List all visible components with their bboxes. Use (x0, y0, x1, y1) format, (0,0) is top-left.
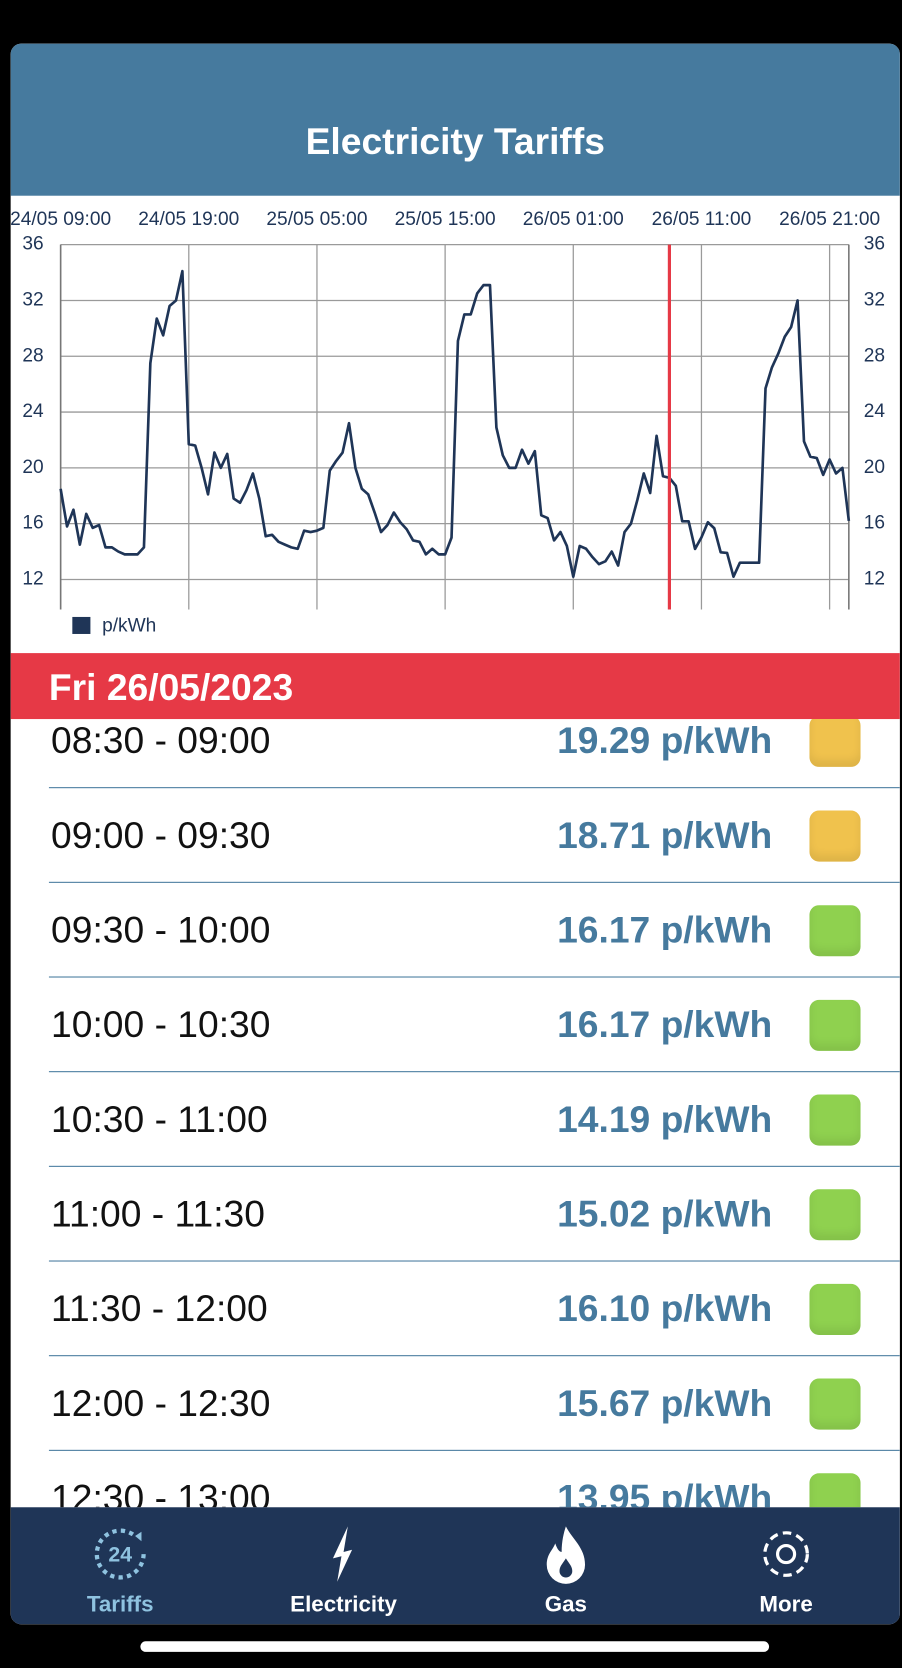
y-tick-label: 20 (864, 457, 885, 478)
tariff-row: 10:00 - 10:30 16.17 p/kWh (11, 978, 900, 1073)
line-series (59, 269, 851, 579)
separator (48, 1449, 900, 1451)
price-indicator (809, 719, 861, 767)
time-range: 11:30 - 12:00 (51, 1288, 268, 1330)
chart: 12 12 16 16 20 20 24 24 28 28 32 32 36 36 24/05 09:00 2… (11, 209, 886, 637)
legend-label: p/kWh (102, 616, 156, 637)
price: 18.71 p/kWh (557, 814, 773, 857)
price: 16.17 p/kWh (557, 1004, 773, 1046)
price-indicator (809, 1283, 861, 1335)
day-title: Fri 26/05/2023 (48, 666, 294, 709)
tab-label: More (759, 1592, 813, 1617)
price: 19.29 p/kWh (557, 720, 773, 762)
price-indicator (809, 810, 861, 862)
time-range: 12:00 - 12:30 (51, 1382, 271, 1425)
time-range: 10:30 - 11:00 (51, 1098, 268, 1141)
separator (48, 881, 900, 883)
tab-label: Electricity (290, 1592, 397, 1617)
tariff-list: 08:30 - 09:00 19.29 p/kWh 09:00 - 09:30 18.… (11, 719, 900, 1508)
y-tick-label: 24 (22, 401, 44, 422)
time-range: 12:30 - 13:00 (51, 1477, 271, 1508)
separator (48, 976, 900, 978)
price: 16.10 p/kWh (557, 1288, 773, 1330)
time-range: 10:00 - 10:30 (51, 1004, 271, 1046)
x-tick-label: 24/05 19:00 (138, 209, 239, 230)
x-tick-label: 24/05 09:00 (11, 209, 112, 230)
y-tick-label: 32 (22, 290, 43, 311)
separator (48, 1071, 900, 1073)
y-tick-label: 16 (864, 513, 885, 534)
price: 13.95 p/kWh (557, 1477, 773, 1508)
tab[interactable]: More (680, 1507, 893, 1624)
price: 16.17 p/kWh (557, 909, 773, 951)
header: Electricity Tariffs (10, 43, 900, 196)
y-tick-label: 12 (22, 569, 43, 590)
separator (48, 787, 900, 789)
price-indicator (809, 1189, 861, 1241)
tariffs-icon: 24 (94, 1528, 146, 1580)
price-indicator (809, 1094, 861, 1146)
y-tick-label: 28 (864, 345, 885, 366)
header-title: Electricity Tariffs (305, 121, 605, 163)
x-tick-label: 26/05 01:00 (523, 209, 624, 230)
y-tick-label: 32 (864, 290, 885, 311)
x-tick-label: 26/05 11:00 (652, 209, 752, 230)
x-tick-label: 25/05 05:00 (266, 209, 367, 230)
price: 14.19 p/kWh (557, 1098, 773, 1141)
separator (48, 1355, 900, 1357)
separator (48, 1165, 900, 1167)
svg-text:24: 24 (108, 1543, 132, 1567)
tariff-row: 11:30 - 12:00 16.10 p/kWh (11, 1262, 900, 1357)
tab-label: Tariffs (86, 1592, 154, 1617)
tariff-row: 11:00 - 11:30 15.02 p/kWh (11, 1167, 900, 1262)
y-tick-label: 36 (22, 234, 43, 255)
tariff-row: 12:00 - 12:30 15.67 p/kWh (11, 1356, 900, 1451)
tariff-row: 08:30 - 09:00 19.29 p/kWh (11, 719, 900, 789)
more-icon (763, 1531, 809, 1577)
day-banner: Fri 26/05/2023 (10, 653, 900, 720)
price-indicator (809, 1378, 861, 1430)
tab[interactable]: Gas (460, 1507, 673, 1624)
time-range: 09:00 - 09:30 (51, 814, 271, 857)
y-tick-label: 36 (864, 234, 885, 255)
time-range: 11:00 - 11:30 (51, 1193, 265, 1235)
price-indicator (809, 999, 861, 1051)
electricity-icon (332, 1526, 353, 1582)
gas-icon (546, 1526, 586, 1584)
tariff-row: 10:30 - 11:00 14.19 p/kWh (11, 1072, 900, 1167)
y-tick-label: 24 (864, 401, 886, 422)
tab-label: Gas (544, 1592, 587, 1617)
separator (48, 1260, 900, 1262)
tab[interactable]: Electricity (237, 1507, 450, 1624)
time-range: 09:30 - 10:00 (51, 909, 271, 951)
price-indicator (809, 905, 861, 957)
x-tick-label: 25/05 15:00 (395, 209, 496, 230)
home-indicator (140, 1641, 770, 1652)
time-range: 08:30 - 09:00 (51, 720, 271, 762)
tab[interactable]: 24 Tariffs (14, 1507, 227, 1624)
y-tick-label: 28 (22, 345, 43, 366)
tariff-row: 12:30 - 13:00 13.95 p/kWh (11, 1451, 900, 1508)
x-tick-label: 26/05 21:00 (779, 209, 880, 230)
price-indicator (809, 1473, 861, 1508)
tariff-row: 09:30 - 10:00 16.17 p/kWh (11, 883, 900, 978)
y-tick-label: 16 (22, 513, 43, 534)
price: 15.67 p/kWh (557, 1382, 773, 1425)
app: Electricity Tariffs 12 12 16 16 20 20 24 24 28 28… (10, 43, 900, 1625)
tab-bar: 24 Tariffs Electricity Gas More (10, 1507, 900, 1625)
legend-swatch (72, 616, 91, 634)
y-tick-label: 12 (864, 569, 885, 590)
price: 15.02 p/kWh (557, 1193, 773, 1235)
tariff-row: 09:00 - 09:30 18.71 p/kWh (11, 788, 900, 883)
y-tick-label: 20 (22, 457, 43, 478)
